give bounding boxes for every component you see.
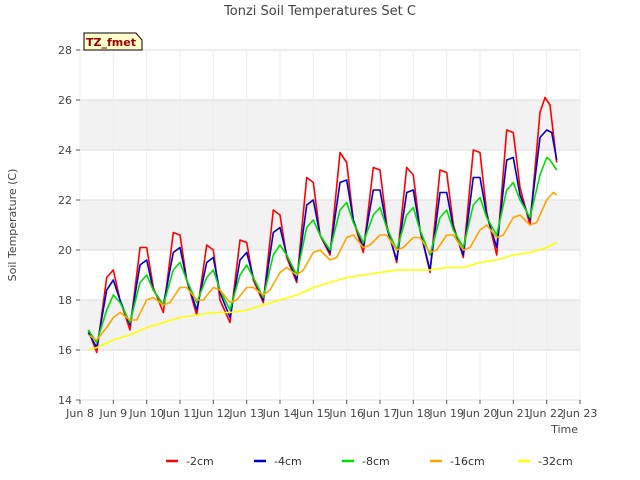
background-bands — [80, 50, 580, 400]
x-tick-label: Jun 20 — [462, 407, 498, 420]
y-tick-label: 18 — [58, 294, 72, 307]
x-tick-label: Jun 22 — [528, 407, 564, 420]
x-tick-label: Jun 15 — [295, 407, 331, 420]
x-tick-label: Jun 8 — [65, 407, 94, 420]
y-tick-label: 16 — [58, 344, 72, 357]
legend-label: -8cm — [362, 455, 390, 468]
x-tick-label: Jun 9 — [98, 407, 127, 420]
x-tick-label: Jun 19 — [428, 407, 464, 420]
site-badge: TZ_fmet — [83, 32, 143, 51]
x-tick-label: Jun 16 — [328, 407, 364, 420]
x-tick-label: Jun 23 — [562, 407, 598, 420]
y-axis-label: Soil Temperature (C) — [6, 169, 19, 282]
band-26 — [80, 50, 580, 100]
legend-item: -16cm — [430, 455, 485, 468]
y-tick-label: 28 — [58, 44, 72, 57]
x-tick-label: Jun 12 — [195, 407, 231, 420]
legend: -2cm -4cm -8cm -16cm -32cm — [166, 455, 573, 468]
y-tick-label: 20 — [58, 244, 72, 257]
y-tick-label: 14 — [58, 394, 72, 407]
x-tick-label: Jun 10 — [128, 407, 164, 420]
x-tick-label: Jun 13 — [228, 407, 264, 420]
plot-area — [79, 49, 581, 401]
series-lines — [87, 96, 558, 354]
x-tick-label: Jun 18 — [395, 407, 431, 420]
series-line-minus-16cm — [87, 191, 558, 341]
x-tick-label: Jun 11 — [162, 407, 198, 420]
y-tick-label: 24 — [58, 144, 72, 157]
series-line-minus-32cm — [88, 241, 558, 351]
legend-item: -2cm — [166, 455, 214, 468]
x-tick-label: Jun 17 — [362, 407, 398, 420]
grid-lines — [79, 49, 581, 401]
site-badge-box — [83, 32, 143, 51]
band-18 — [80, 250, 580, 300]
y-axis: 14 16 18 20 22 24 26 28 — [58, 44, 80, 407]
legend-label: -4cm — [274, 455, 302, 468]
legend-label: -16cm — [450, 455, 485, 468]
legend-item: -4cm — [254, 455, 302, 468]
site-badge-label: TZ_fmet — [86, 36, 136, 49]
legend-item: -32cm — [518, 455, 573, 468]
chart-title: Tonzi Soil Temperatures Set C — [223, 4, 416, 19]
series-line-minus-8cm — [87, 156, 558, 344]
x-tick-label: Jun 14 — [262, 407, 298, 420]
band-24 — [80, 100, 580, 150]
legend-label: -32cm — [538, 455, 573, 468]
y-tick-label: 26 — [58, 94, 72, 107]
legend-item: -8cm — [342, 455, 390, 468]
band-14 — [80, 350, 580, 400]
band-22 — [80, 150, 580, 200]
x-tick-label: Jun 21 — [495, 407, 531, 420]
y-tick-label: 22 — [58, 194, 72, 207]
legend-label: -2cm — [186, 455, 214, 468]
band-20 — [80, 200, 580, 250]
x-axis-label: Time — [550, 423, 578, 436]
